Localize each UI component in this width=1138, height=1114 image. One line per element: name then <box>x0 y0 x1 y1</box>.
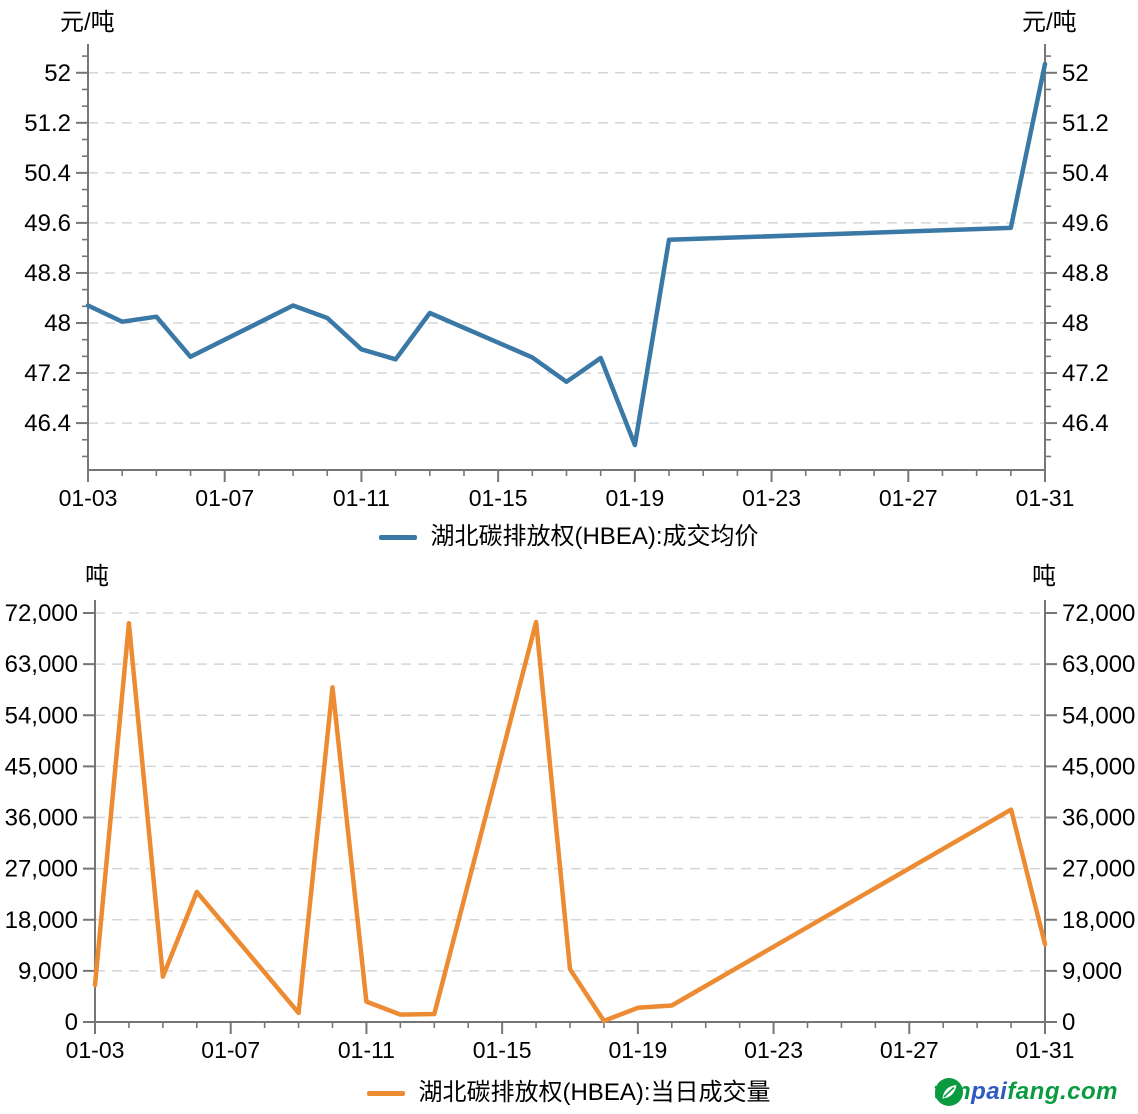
svg-text:36,000: 36,000 <box>5 805 78 832</box>
svg-text:63,000: 63,000 <box>5 651 78 678</box>
svg-text:27,000: 27,000 <box>5 856 78 883</box>
svg-text:01-07: 01-07 <box>201 1037 260 1063</box>
svg-text:72,000: 72,000 <box>1062 600 1135 627</box>
grid-lines <box>88 72 1045 424</box>
svg-text:18,000: 18,000 <box>5 907 78 934</box>
svg-text:01-27: 01-27 <box>880 1037 939 1063</box>
svg-text:01-11: 01-11 <box>338 1037 395 1063</box>
axes-and-ticks: 0 0 9,000 9,000 18,000 18,000 27,000 27,000 36,0… <box>5 600 1135 1063</box>
svg-text:48: 48 <box>44 310 71 337</box>
svg-text:01-23: 01-23 <box>742 485 801 511</box>
svg-text:01-07: 01-07 <box>195 485 254 511</box>
volume-chart: 吨 吨 0 0 9,000 9,000 18,000 18,000 27,000 27,000… <box>5 563 1136 1063</box>
svg-text:51.2: 51.2 <box>1062 110 1109 137</box>
volume-unit-right: 吨 <box>1032 563 1056 590</box>
svg-text:45,000: 45,000 <box>1062 753 1135 780</box>
svg-text:36,000: 36,000 <box>1062 805 1135 832</box>
svg-text:01-15: 01-15 <box>473 1037 532 1063</box>
svg-text:47.2: 47.2 <box>24 360 71 387</box>
svg-text:18,000: 18,000 <box>1062 907 1135 934</box>
svg-text:01-15: 01-15 <box>469 485 528 511</box>
svg-text:49.6: 49.6 <box>24 210 71 237</box>
svg-text:72,000: 72,000 <box>5 600 78 627</box>
price-legend-label: 湖北碳排放权(HBEA):成交均价 <box>430 523 759 550</box>
svg-text:01-31: 01-31 <box>1016 485 1075 511</box>
svg-text:45,000: 45,000 <box>5 753 78 780</box>
volume-unit-left: 吨 <box>85 563 109 590</box>
price-legend: 湖北碳排放权(HBEA):成交均价 <box>0 521 1138 553</box>
series-line <box>85 61 1048 448</box>
price-unit-right: 元/吨 <box>1022 9 1077 36</box>
svg-text:0: 0 <box>1062 1009 1075 1036</box>
svg-text:46.4: 46.4 <box>24 410 71 437</box>
tanpaifang-logo-icon <box>934 1078 963 1106</box>
svg-text:9,000: 9,000 <box>18 958 78 985</box>
svg-text:48.8: 48.8 <box>1062 260 1109 287</box>
logo-text-fang: fang.com <box>1007 1078 1118 1105</box>
price-legend-swatch <box>379 534 418 540</box>
svg-text:50.4: 50.4 <box>1062 160 1109 187</box>
svg-text:01-11: 01-11 <box>333 485 390 511</box>
volume-plot-area: 0 0 9,000 9,000 18,000 18,000 27,000 27,000 36,0… <box>5 600 1135 1063</box>
svg-text:01-27: 01-27 <box>879 485 938 511</box>
svg-text:01-19: 01-19 <box>608 1037 667 1063</box>
axes-and-ticks: 46.4 46.4 47.2 47.2 48 48 48.8 48.8 49.6 49.6 50.4… <box>24 44 1109 511</box>
svg-text:9,000: 9,000 <box>1062 958 1122 985</box>
svg-text:52: 52 <box>1062 60 1089 87</box>
svg-text:01-31: 01-31 <box>1016 1037 1075 1063</box>
price-unit-left: 元/吨 <box>60 9 115 36</box>
svg-text:52: 52 <box>44 60 71 87</box>
svg-text:63,000: 63,000 <box>1062 651 1135 678</box>
svg-text:01-03: 01-03 <box>59 485 118 511</box>
volume-legend: 湖北碳排放权(HBEA):当日成交量 <box>0 1077 1138 1109</box>
svg-text:47.2: 47.2 <box>1062 360 1109 387</box>
svg-text:01-19: 01-19 <box>605 485 664 511</box>
tanpaifang-logo: tanpaifang.com <box>934 1075 1118 1109</box>
logo-text-pai: pai <box>971 1078 1008 1105</box>
svg-text:51.2: 51.2 <box>24 110 71 137</box>
svg-text:54,000: 54,000 <box>5 702 78 729</box>
volume-legend-swatch <box>367 1090 406 1096</box>
svg-text:27,000: 27,000 <box>1062 856 1135 883</box>
series-line <box>92 619 1048 1024</box>
svg-text:48.8: 48.8 <box>24 260 71 287</box>
svg-text:0: 0 <box>65 1009 78 1036</box>
volume-legend-label: 湖北碳排放权(HBEA):当日成交量 <box>418 1079 771 1106</box>
svg-text:01-23: 01-23 <box>744 1037 803 1063</box>
price-chart: 元/吨 元/吨 46.4 46.4 47.2 47.2 48 48 48.8 48.8 49.6… <box>24 9 1109 511</box>
price-plot-area: 46.4 46.4 47.2 47.2 48 48 48.8 48.8 49.6 49.6 50.4… <box>24 44 1109 511</box>
svg-text:01-03: 01-03 <box>66 1037 125 1063</box>
svg-text:50.4: 50.4 <box>24 160 71 187</box>
svg-text:46.4: 46.4 <box>1062 410 1109 437</box>
svg-text:48: 48 <box>1062 310 1089 337</box>
svg-text:49.6: 49.6 <box>1062 210 1109 237</box>
svg-text:54,000: 54,000 <box>1062 702 1135 729</box>
